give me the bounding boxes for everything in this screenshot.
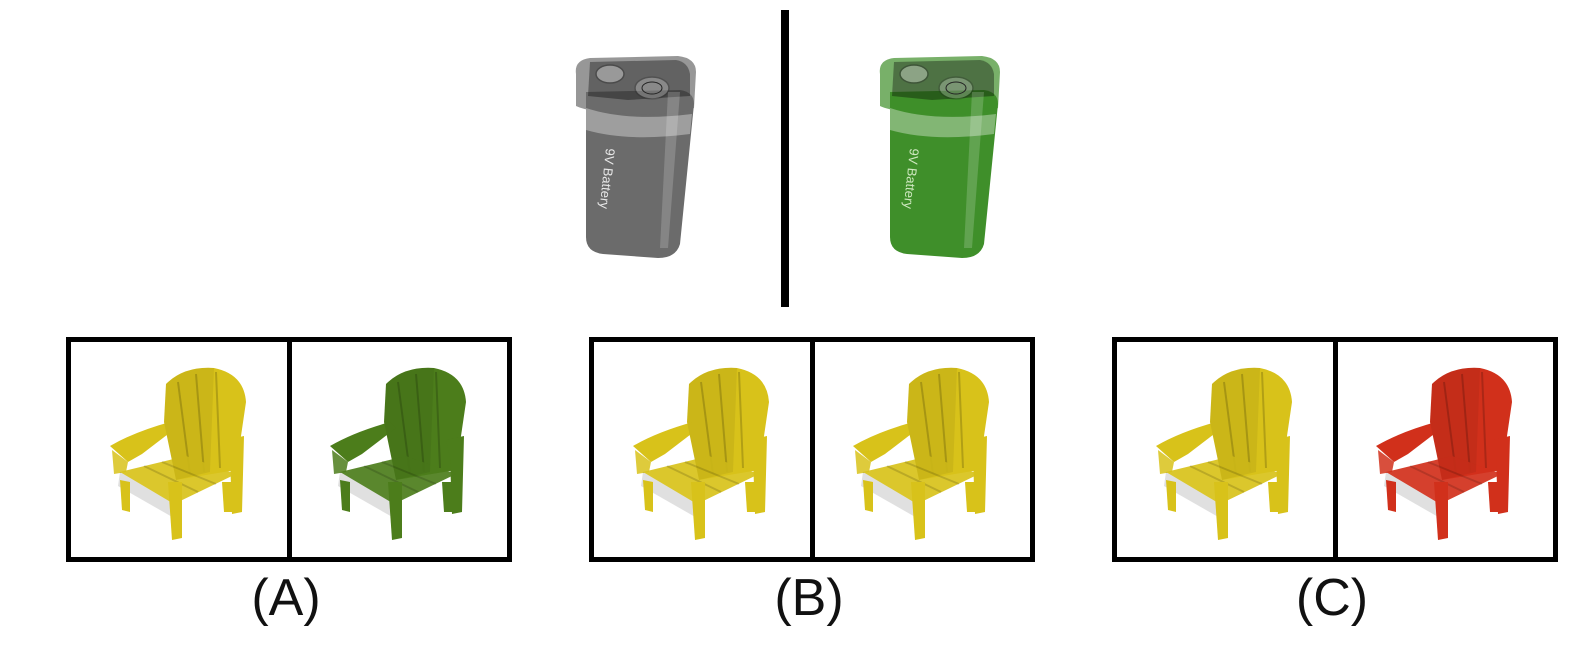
green-chair-icon [324,362,474,542]
yellow-chair-icon [104,362,254,542]
option-c-right-cell [1332,342,1554,557]
option-c-panel[interactable] [1112,337,1558,562]
yellow-chair-icon [847,362,997,542]
gray-battery-icon: 9V Battery [568,52,708,262]
battery-text: 9V Battery [597,148,618,210]
yellow-chair-icon [627,362,777,542]
red-chair-icon [1370,362,1520,542]
option-b-left-cell [594,342,810,557]
option-b-panel[interactable] [589,337,1035,562]
green-battery-icon: 9V Battery [872,52,1012,262]
option-c-left-cell [1117,342,1333,557]
option-a-left-cell [71,342,287,557]
example-divider [781,10,789,307]
battery-text: 9V Battery [901,148,922,210]
option-a-right-cell [286,342,508,557]
option-b-label[interactable]: (B) [774,569,844,627]
option-a-panel[interactable] [66,337,512,562]
yellow-chair-icon [1150,362,1300,542]
option-c-label[interactable]: (C) [1295,569,1369,627]
option-a-label[interactable]: (A) [251,569,321,627]
option-b-right-cell [809,342,1031,557]
